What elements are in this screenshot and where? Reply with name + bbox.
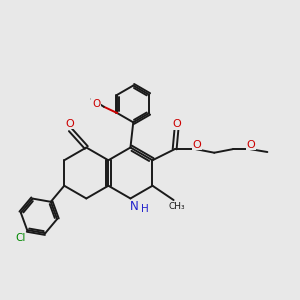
Text: N: N <box>130 200 139 213</box>
Text: O: O <box>247 140 256 150</box>
Text: H: H <box>141 204 149 214</box>
Text: O: O <box>65 119 74 129</box>
Text: O: O <box>92 99 100 109</box>
Text: CH₃: CH₃ <box>168 202 185 211</box>
Text: Cl: Cl <box>15 233 26 243</box>
Text: O: O <box>173 119 182 129</box>
Text: O: O <box>192 140 201 150</box>
